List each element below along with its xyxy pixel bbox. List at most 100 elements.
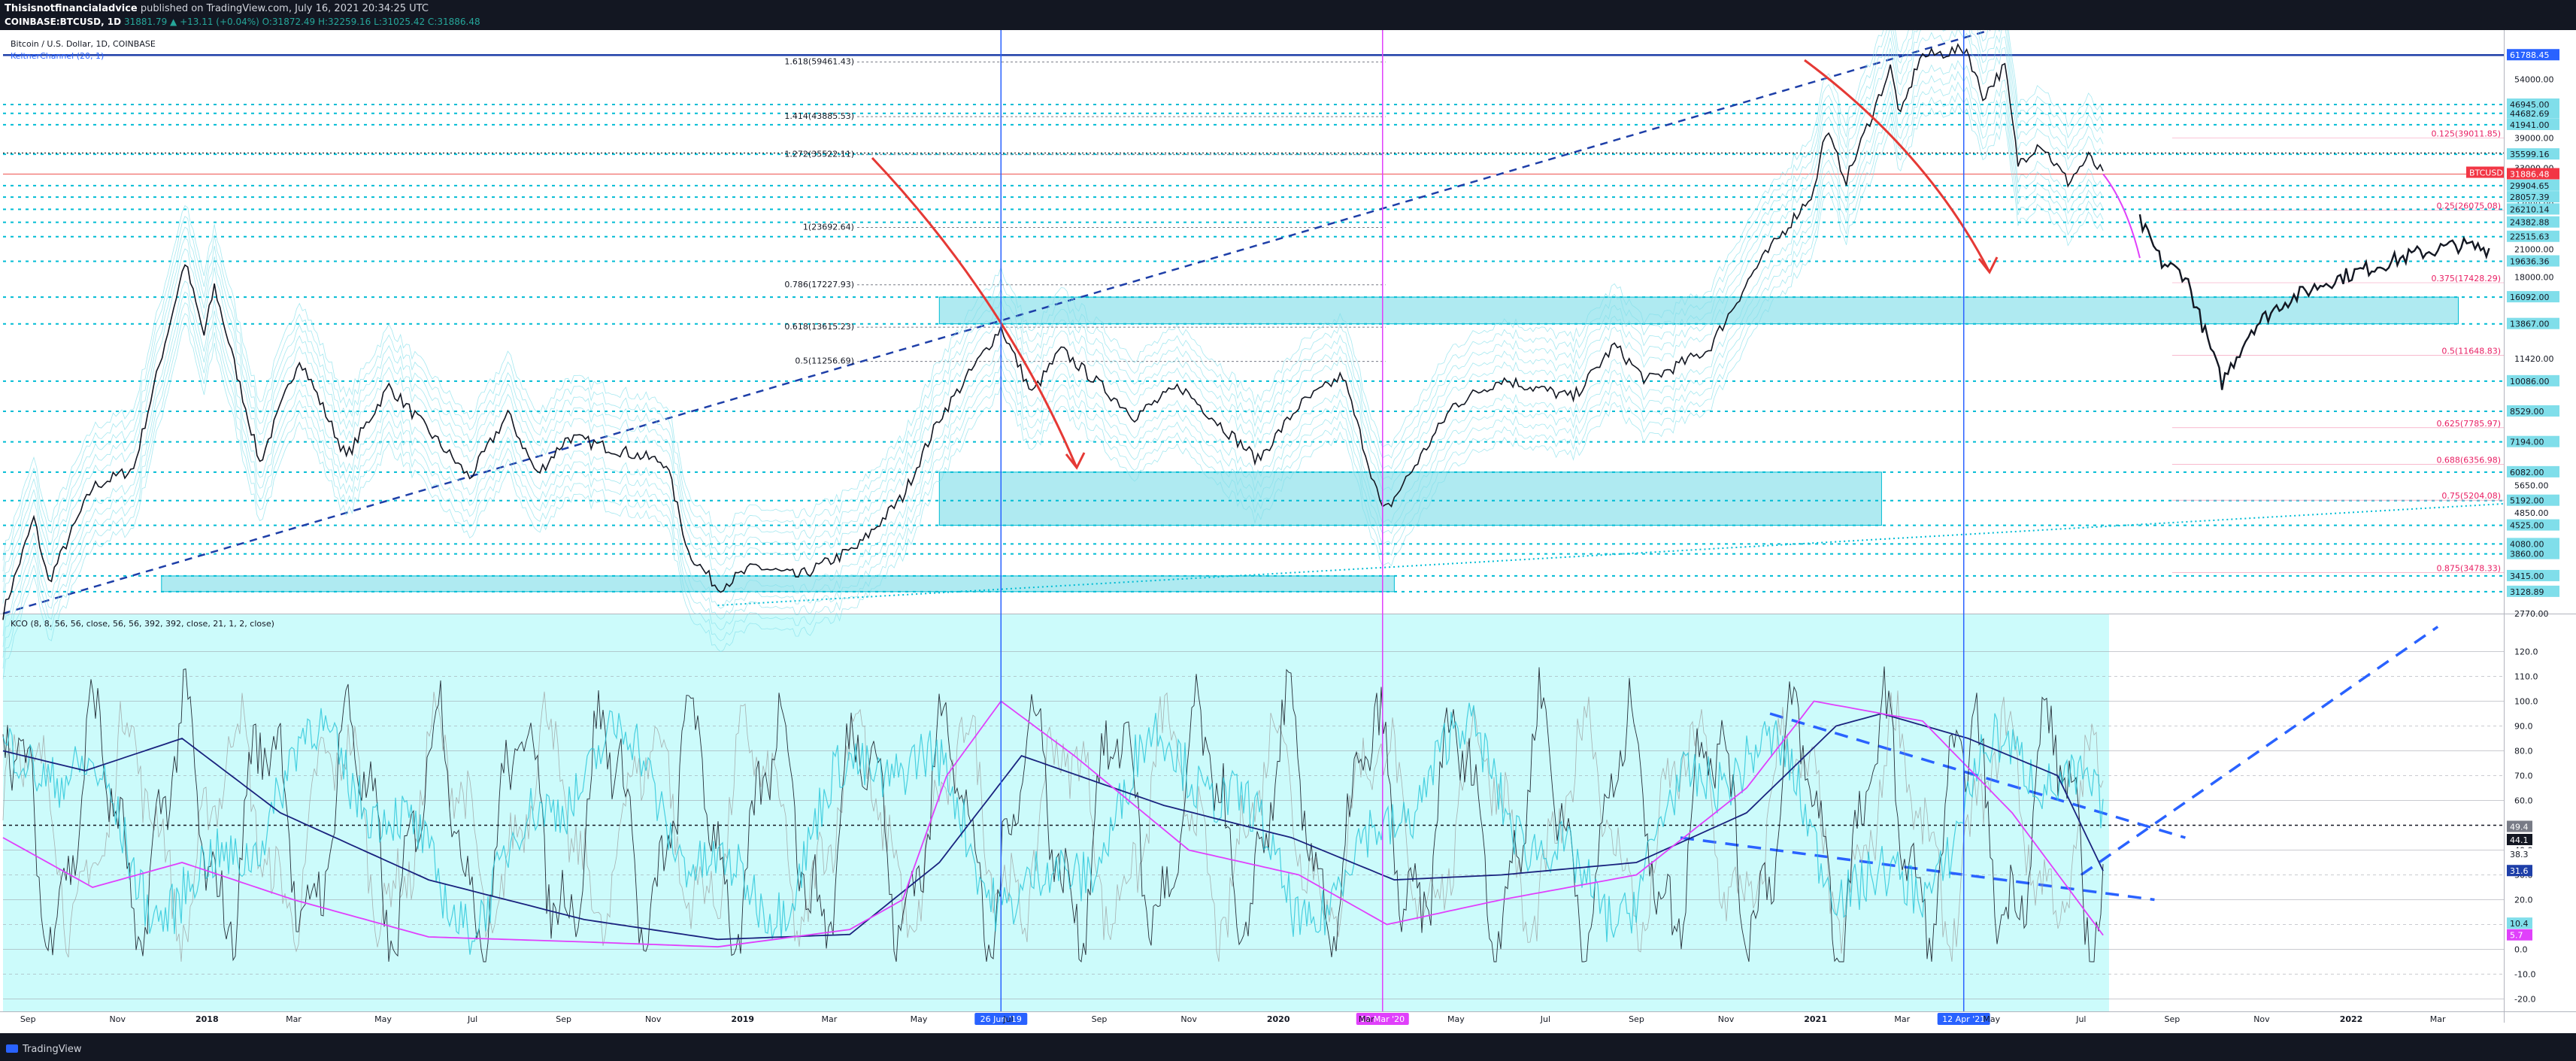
oscillator-axis-tick: 70.0 — [2514, 771, 2533, 781]
publish-line: Thisisnotfinancialadvice published on Tr… — [5, 3, 429, 14]
price-axis-tick: 5650.00 — [2514, 480, 2549, 490]
price-badge[interactable] — [2507, 465, 2559, 477]
price-badge[interactable] — [2466, 166, 2504, 178]
oscillator-value-badge[interactable] — [2507, 929, 2532, 941]
date-marker-badge[interactable] — [1356, 1013, 1409, 1025]
price-axis-tick: 4850.00 — [2514, 508, 2549, 518]
price-badge-label: BTCUSD — [2469, 168, 2503, 178]
price-badge[interactable] — [2507, 374, 2559, 387]
price-badge-label: 10086.00 — [2510, 377, 2550, 387]
red-arrow — [871, 156, 1078, 468]
price-line[interactable] — [2, 43, 2104, 620]
gann-level-label: 0.688(6356.98) — [2436, 455, 2501, 465]
gann-level-label: 0.25(26075.08) — [2436, 202, 2501, 211]
price-badge-label: 35599.16 — [2510, 150, 2550, 159]
price-badge-label: 4080.00 — [2510, 539, 2544, 549]
time-axis-tick: Jul — [2075, 1014, 2086, 1024]
price-badge[interactable] — [2507, 118, 2559, 130]
price-badge[interactable] — [2507, 291, 2559, 303]
oscillator-value-label: 5.7 — [2510, 931, 2523, 941]
time-axis-tick: May — [911, 1014, 928, 1024]
oscillator-axis-tick: 110.0 — [2514, 672, 2538, 682]
price-badge[interactable] — [2507, 216, 2559, 228]
oscillator-value-badge[interactable] — [2507, 865, 2532, 877]
fib-level-label: 0.618(13615.23) — [784, 322, 854, 332]
price-badge[interactable] — [2507, 49, 2559, 61]
oscillator-value-label: 38.3 — [2510, 850, 2529, 859]
projection-line — [2138, 214, 2490, 390]
keltner-lower-band — [2, 103, 2104, 680]
oscillator-value-badge[interactable] — [2507, 917, 2532, 929]
price-badge[interactable] — [2507, 107, 2559, 119]
support-zone — [938, 471, 1882, 526]
price-badge[interactable] — [2507, 538, 2559, 550]
oscillator-value-badge[interactable] — [2507, 848, 2532, 860]
price-badge[interactable] — [2507, 148, 2559, 160]
price-badge-label: 3128.89 — [2510, 587, 2544, 597]
trend-line-cyan — [717, 502, 2505, 607]
fib-level-label: 1.414(43885.53) — [784, 111, 854, 121]
price-pane[interactable] — [0, 30, 2576, 614]
oscillator-axis-tick: 0.0 — [2514, 945, 2528, 955]
keltner-indicator-label[interactable]: KeltnerChannel (20, 1) — [11, 51, 104, 61]
keltner-upper-band — [2, 30, 2104, 583]
time-axis-tick: Sep — [20, 1014, 36, 1024]
price-badge[interactable] — [2507, 317, 2559, 329]
time-axis-tick: Nov — [110, 1014, 126, 1024]
oscillator-value-badge[interactable] — [2507, 820, 2532, 832]
keltner-lower-band — [2, 81, 2104, 658]
time-axis-tick: Jul — [467, 1014, 477, 1024]
ohlc-values: 31881.79 ▲ +13.11 (+0.04%) O:31872.49 H:… — [123, 17, 480, 27]
tradingview-brand[interactable]: TradingView — [6, 1044, 82, 1055]
keltner-upper-band — [2, 30, 2104, 593]
price-and-oscillator-chart[interactable]: 1.618(59461.43) 1.414(43885.53) 1.272(3552… — [0, 30, 2576, 1038]
price-badge-label: 22515.63 — [2510, 232, 2550, 242]
price-badge[interactable] — [2507, 569, 2559, 581]
time-axis-tick: Mar — [1894, 1014, 1910, 1024]
fib-level-label: 1.272(35522.11) — [784, 150, 854, 159]
price-badge[interactable] — [2507, 98, 2559, 110]
date-marker-badge[interactable] — [1937, 1013, 1990, 1025]
gann-level-label: 0.5(11648.83) — [2441, 346, 2501, 356]
price-badge[interactable] — [2507, 547, 2559, 559]
gann-level-label: 0.125(39011.85) — [2431, 129, 2501, 138]
oscillator-axis-tick: 90.0 — [2514, 722, 2533, 732]
price-axis-tick: 39000.00 — [2514, 133, 2554, 143]
oscillator-value-label: 49.4 — [2510, 822, 2529, 832]
fib-level-label: 0.786(17227.93) — [784, 280, 854, 290]
price-badge-label: 44682.69 — [2510, 109, 2550, 119]
price-badge[interactable] — [2507, 255, 2559, 267]
price-badge[interactable] — [2507, 405, 2559, 417]
time-axis-tick: 2021 — [1804, 1014, 1827, 1024]
price-badge[interactable] — [2507, 585, 2559, 597]
price-badge-label: 16092.00 — [2510, 293, 2550, 302]
publish-info: published on TradingView.com, July 16, 2… — [140, 3, 429, 14]
support-zone — [938, 296, 2459, 325]
oscillator-value-badge[interactable] — [2507, 833, 2532, 845]
price-axis-tick: 18000.00 — [2514, 272, 2554, 282]
price-badge-label: 61788.45 — [2510, 50, 2550, 60]
price-badge[interactable] — [2507, 519, 2559, 531]
time-axis-tick: 2020 — [1267, 1014, 1290, 1024]
oscillator-axis-tick: 20.0 — [2514, 896, 2533, 905]
price-badge[interactable] — [2507, 191, 2559, 203]
time-axis-tick: Sep — [2165, 1014, 2181, 1024]
oscillator-trend-down — [1769, 712, 2186, 839]
time-axis-tick: Nov — [1180, 1014, 1197, 1024]
price-badge-label: 41941.00 — [2510, 120, 2550, 130]
price-badge[interactable] — [2507, 168, 2559, 180]
price-badge[interactable] — [2507, 230, 2559, 242]
author-name[interactable]: Thisisnotfinancialadvice — [5, 3, 138, 14]
date-marker-badge[interactable] — [974, 1013, 1028, 1025]
momentum-line — [2, 700, 2104, 948]
price-badge[interactable] — [2507, 179, 2559, 191]
oscillator-axis-tick: 80.0 — [2514, 747, 2533, 756]
price-badge[interactable] — [2507, 494, 2559, 506]
price-badge[interactable] — [2507, 203, 2559, 215]
oscillator-title[interactable]: KCO (8, 8, 56, 56, close, 56, 56, 392, 3… — [11, 619, 274, 629]
time-axis-tick: May — [374, 1014, 392, 1024]
price-badge[interactable] — [2507, 435, 2559, 447]
oscillator-trend-low — [1680, 836, 2155, 902]
price-badge-label: 13867.00 — [2510, 320, 2550, 329]
time-axis-tick: Mar — [2430, 1014, 2446, 1024]
